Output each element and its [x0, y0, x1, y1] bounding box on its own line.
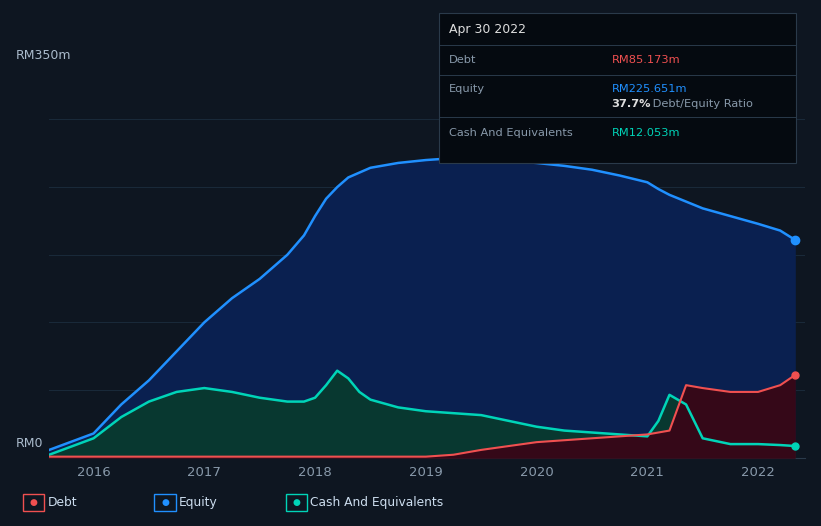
Text: RM225.651m: RM225.651m: [612, 84, 687, 95]
Text: ●: ●: [161, 498, 169, 507]
Text: RM350m: RM350m: [16, 48, 71, 62]
Text: Cash And Equivalents: Cash And Equivalents: [310, 496, 443, 509]
Text: RM12.053m: RM12.053m: [612, 128, 680, 138]
Text: Debt/Equity Ratio: Debt/Equity Ratio: [649, 99, 753, 109]
Text: Apr 30 2022: Apr 30 2022: [449, 24, 526, 36]
Text: Equity: Equity: [179, 496, 218, 509]
Text: Equity: Equity: [449, 84, 485, 95]
Text: RM85.173m: RM85.173m: [612, 55, 681, 66]
Text: Cash And Equivalents: Cash And Equivalents: [449, 128, 573, 138]
Text: ●: ●: [292, 498, 300, 507]
Text: Debt: Debt: [48, 496, 77, 509]
Text: 37.7%: 37.7%: [612, 99, 651, 109]
Text: RM0: RM0: [16, 437, 43, 450]
Text: Debt: Debt: [449, 55, 476, 66]
Text: ●: ●: [30, 498, 38, 507]
